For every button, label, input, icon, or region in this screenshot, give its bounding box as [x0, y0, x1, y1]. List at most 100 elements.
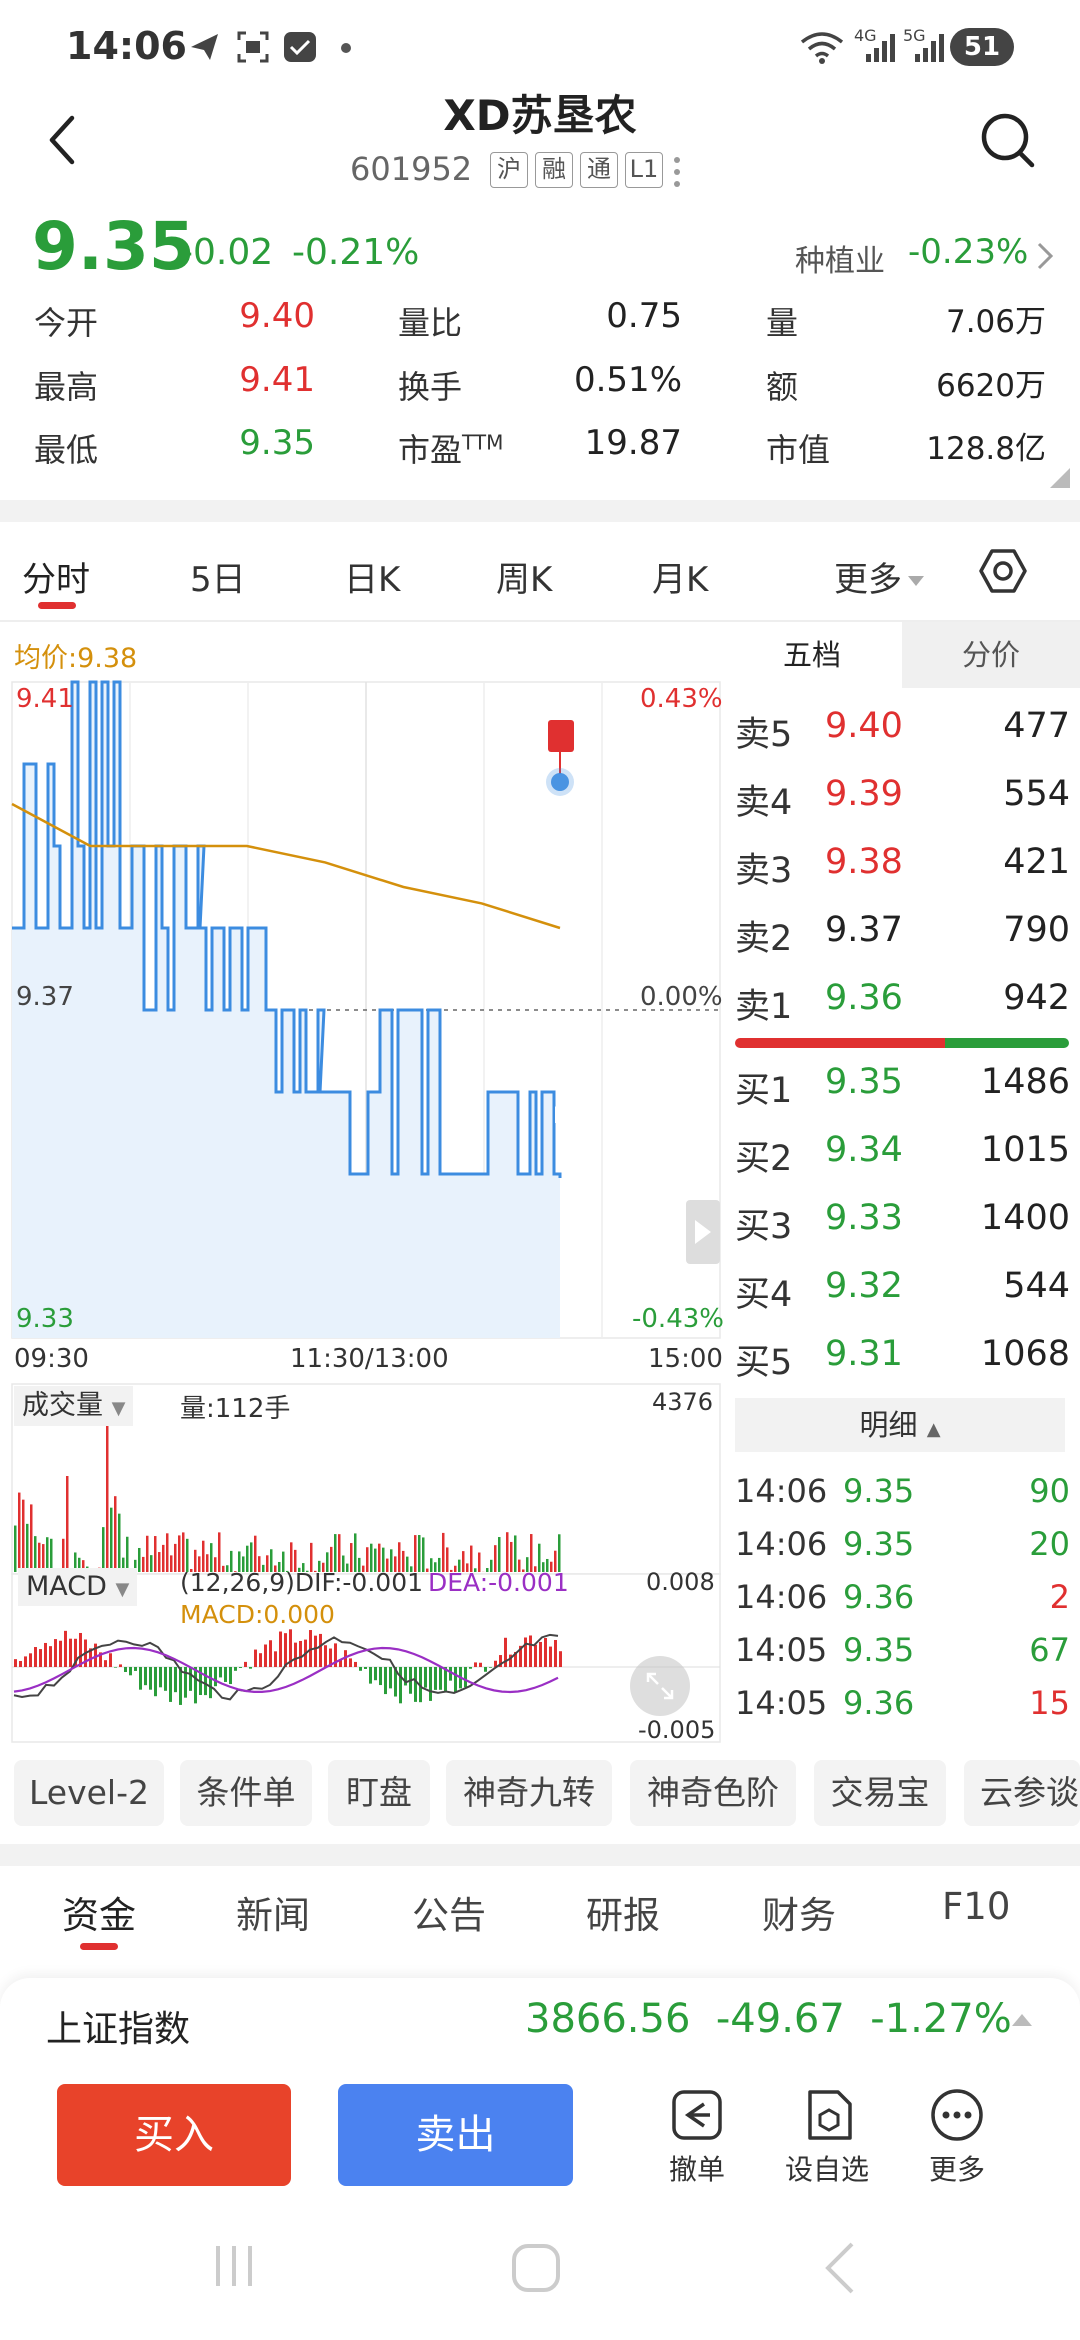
- ask-level[interactable]: 卖5 9.40 477: [735, 706, 1070, 768]
- bid-level[interactable]: 买4 9.32 544: [735, 1266, 1070, 1328]
- home-icon[interactable]: [508, 2240, 564, 2296]
- macd-bar: [264, 1644, 267, 1667]
- volume-bar: [486, 1568, 489, 1572]
- bid-level[interactable]: 买5 9.31 1068: [735, 1334, 1070, 1396]
- macd-bar: [494, 1660, 497, 1667]
- tab-research[interactable]: 研报: [586, 1894, 660, 1937]
- volume-bar: [234, 1571, 237, 1572]
- level-volume: 1400: [980, 1198, 1070, 1238]
- more-dots-icon[interactable]: [672, 155, 682, 189]
- tick-price: 9.36: [843, 1684, 915, 1722]
- volume-bar: [506, 1532, 509, 1572]
- volume-bar: [422, 1537, 425, 1572]
- bid-level[interactable]: 买1 9.35 1486: [735, 1062, 1070, 1124]
- fullscreen-button[interactable]: [630, 1656, 690, 1716]
- sector-name[interactable]: 种植业: [795, 244, 885, 279]
- tab-more[interactable]: 更多: [834, 552, 924, 601]
- tool-level2[interactable]: Level-2: [14, 1760, 164, 1826]
- tool-magic-color[interactable]: 神奇色阶: [630, 1760, 796, 1826]
- volume-bar: [550, 1561, 553, 1572]
- collapse-panel-button[interactable]: [686, 1200, 720, 1264]
- volume-bar: [390, 1549, 393, 1572]
- index-quote[interactable]: 3866.56 -49.67 -1.27%: [525, 1996, 1012, 2042]
- settings-hex-icon[interactable]: [978, 546, 1028, 596]
- bid-level[interactable]: 买2 9.34 1015: [735, 1130, 1070, 1192]
- expand-corner-icon[interactable]: [1050, 468, 1070, 488]
- tab-5day[interactable]: 5日: [190, 560, 246, 600]
- stat-mktcap-label: 市值: [766, 431, 831, 469]
- tab-five-levels[interactable]: 五档: [722, 622, 902, 688]
- stat-volume-label: 量: [766, 304, 799, 342]
- volume-bar: [162, 1544, 165, 1572]
- volume-bar: [494, 1545, 497, 1572]
- macd-bar: [384, 1667, 387, 1695]
- macd-bar: [339, 1659, 342, 1667]
- tab-price-distribution[interactable]: 分价: [902, 622, 1080, 688]
- tab-intraday[interactable]: 分时: [22, 560, 90, 600]
- tab-f10[interactable]: F10: [942, 1885, 1011, 1928]
- macd-max: 0.008: [646, 1568, 715, 1596]
- caret-up-icon[interactable]: [1012, 2012, 1032, 2026]
- tool-trade-treasure[interactable]: 交易宝: [814, 1760, 946, 1826]
- tab-announcements[interactable]: 公告: [412, 1894, 486, 1937]
- tool-watch[interactable]: 盯盘: [328, 1760, 430, 1826]
- volume-bar: [530, 1534, 533, 1572]
- chevron-right-icon[interactable]: [1035, 240, 1055, 272]
- intraday-chart[interactable]: [0, 622, 722, 1744]
- stat-turnover-label: 换手: [398, 368, 463, 406]
- index-change: -49.67: [715, 1996, 845, 2042]
- level-label: 卖1: [735, 987, 793, 1027]
- sector-change[interactable]: -0.23%: [908, 232, 1029, 272]
- more-actions-button[interactable]: 更多: [902, 2086, 1012, 2188]
- tool-conditional-order[interactable]: 条件单: [180, 1760, 312, 1826]
- volume-bar: [458, 1559, 461, 1572]
- macd-value: MACD:0.000: [180, 1600, 335, 1629]
- index-name[interactable]: 上证指数: [46, 2009, 191, 2050]
- volume-bar: [526, 1557, 529, 1572]
- add-watchlist-button[interactable]: 设自选: [772, 2086, 882, 2188]
- tick-price: 9.35: [843, 1472, 915, 1510]
- macd-bar: [279, 1631, 282, 1667]
- tab-capital[interactable]: 资金: [62, 1894, 136, 1937]
- level-volume: 544: [1003, 1266, 1070, 1306]
- bid-level[interactable]: 买3 9.33 1400: [735, 1198, 1070, 1260]
- macd-bar: [334, 1643, 337, 1667]
- macd-bar: [314, 1635, 317, 1667]
- volume-bar: [366, 1547, 369, 1572]
- detail-header[interactable]: 明细 ▲: [735, 1398, 1065, 1452]
- pct-label-mid: 0.00%: [640, 982, 723, 1012]
- volume-bar: [434, 1562, 437, 1572]
- ask-level[interactable]: 卖1 9.36 942: [735, 978, 1070, 1040]
- ask-level[interactable]: 卖2 9.37 790: [735, 910, 1070, 972]
- tab-news[interactable]: 新闻: [236, 1894, 310, 1937]
- stat-pe-label-text: 市盈: [398, 431, 463, 469]
- ask-level[interactable]: 卖4 9.39 554: [735, 774, 1070, 836]
- macd-bar: [64, 1630, 67, 1667]
- level-price: 9.37: [825, 910, 903, 950]
- volume-selector[interactable]: 成交量 ▼: [14, 1386, 134, 1426]
- level-label: 卖4: [735, 783, 793, 823]
- tab-finance[interactable]: 财务: [762, 1894, 836, 1937]
- macd-bar: [114, 1667, 117, 1668]
- recent-apps-icon[interactable]: [210, 2240, 258, 2292]
- volume-bar: [278, 1561, 281, 1572]
- volume-bar: [170, 1555, 173, 1572]
- tab-daily-k[interactable]: 日K: [344, 560, 401, 600]
- back-icon[interactable]: [40, 110, 84, 170]
- tab-monthly-k[interactable]: 月K: [652, 560, 709, 600]
- tab-weekly-k[interactable]: 周K: [496, 560, 553, 600]
- cancel-order-button[interactable]: 撤单: [642, 2086, 752, 2188]
- buy-button[interactable]: 买入: [57, 2084, 291, 2186]
- volume-bar: [126, 1536, 129, 1572]
- macd-selector[interactable]: MACD ▼: [18, 1568, 138, 1606]
- macd-bar: [259, 1653, 262, 1667]
- sell-button[interactable]: 卖出: [338, 2084, 573, 2186]
- volume-bar: [146, 1535, 149, 1572]
- stock-code: 601952: [350, 150, 473, 188]
- tool-cloud-ref[interactable]: 云参谈: [964, 1760, 1080, 1826]
- ask-level[interactable]: 卖3 9.38 421: [735, 842, 1070, 904]
- back-nav-icon[interactable]: [820, 2240, 860, 2296]
- tool-magic-nine[interactable]: 神奇九转: [446, 1760, 612, 1826]
- search-icon[interactable]: [978, 110, 1038, 170]
- tick-volume: 67: [1029, 1631, 1070, 1669]
